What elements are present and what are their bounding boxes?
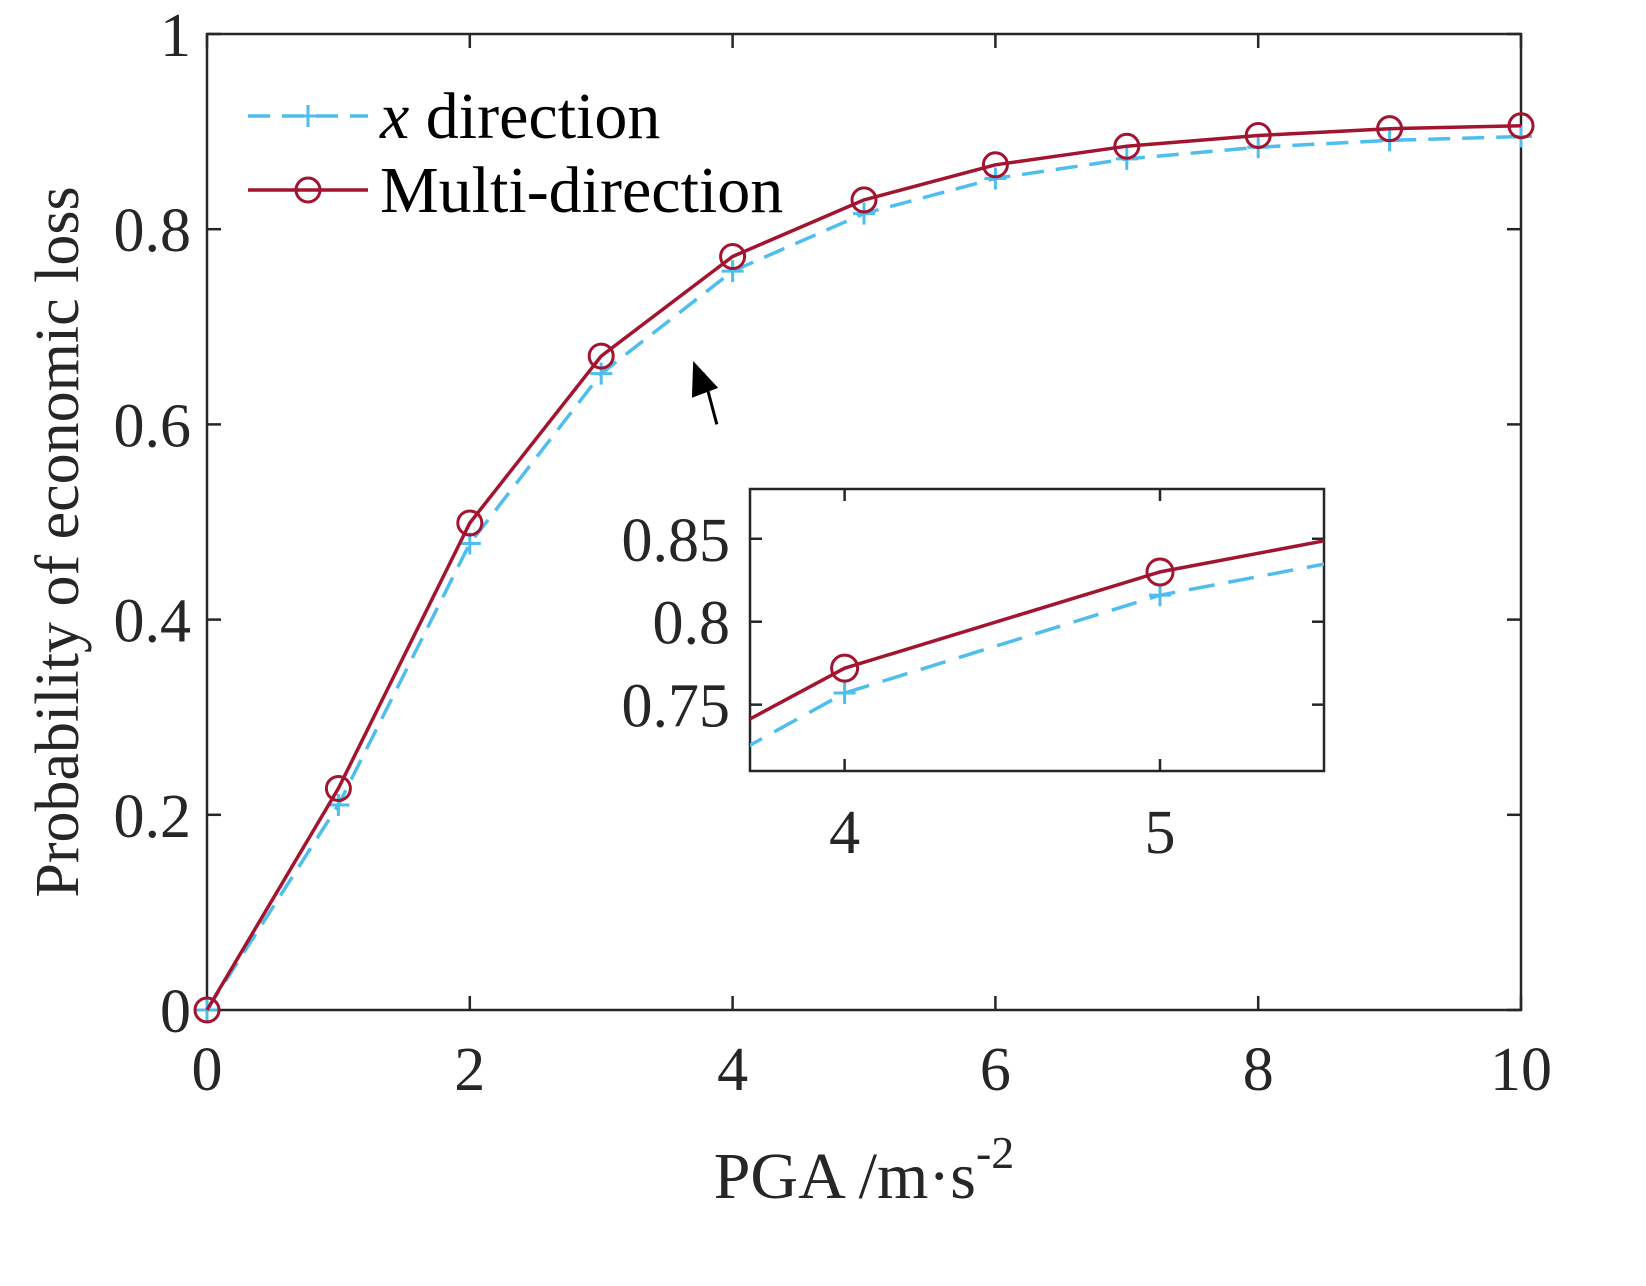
circle-marker-0 [193, 996, 221, 1024]
legend-marker-multi-direction [294, 176, 322, 204]
circle-marker-2 [456, 509, 484, 537]
series-multi-direction [750, 539, 1324, 721]
circle-marker-8 [1244, 122, 1272, 150]
plus-marker-4 [833, 682, 856, 705]
inset-frame [748, 487, 1326, 773]
plus-marker-5 [853, 202, 875, 225]
x-tick-label: 10 [1490, 1036, 1552, 1104]
y-tick-label: 0.8 [114, 197, 192, 265]
circle-marker-4 [830, 653, 860, 683]
plus-marker-5 [1149, 584, 1171, 607]
series-multi-direction [193, 112, 1535, 1024]
y-axis-title: Probability of economic loss [24, 186, 92, 897]
arrow-head [691, 360, 719, 398]
x-tick-label: 4 [717, 1036, 748, 1104]
plus-marker-4 [721, 260, 744, 283]
x-tick-label: 8 [1243, 1036, 1274, 1104]
legend-label-italic-x: x [379, 80, 409, 153]
plus-marker-1 [327, 794, 350, 817]
circle-marker-4 [719, 243, 747, 271]
inset-y-tick-label: 0.8 [653, 590, 731, 658]
circle-marker-10 [1507, 112, 1535, 140]
series-line [205, 123, 1522, 1011]
circle-marker-7 [1113, 132, 1141, 160]
y-tick-label: 0.4 [114, 588, 192, 656]
legend-label-multi-direction: Multi-direction [380, 154, 783, 227]
circle-marker-1 [324, 774, 352, 802]
inset-x-tick-label: 4 [829, 799, 860, 867]
inset-x-tick-label: 5 [1145, 799, 1176, 867]
x-axis-title: PGA /m·s-2 [714, 1127, 1015, 1213]
plus-marker-6 [984, 167, 1007, 190]
circle-marker-6 [981, 151, 1009, 179]
x-axis-title-superscript: -2 [976, 1127, 1014, 1178]
x-tick-label: 0 [192, 1036, 223, 1104]
series-x-direction [750, 562, 1324, 748]
y-tick-label: 0 [160, 978, 191, 1046]
x-tick-label: 2 [454, 1036, 485, 1104]
y-tick-label: 0.2 [114, 783, 192, 851]
y-tick-label: 1 [160, 2, 191, 70]
circle-marker-5 [850, 186, 878, 214]
y-tick-label: 0.6 [114, 392, 192, 460]
circle-marker-5 [1145, 557, 1175, 587]
x-tick-label: 6 [980, 1036, 1011, 1104]
legend-label-direction: direction [409, 80, 660, 153]
circle-marker-3 [587, 342, 615, 370]
legend-label-x-direction: x direction [379, 80, 660, 153]
series-line [750, 562, 1324, 748]
legend-marker-x-direction [297, 105, 319, 127]
circle-marker-9 [1376, 115, 1404, 143]
inset-y-tick-label: 0.75 [622, 673, 731, 741]
x-axis-title-text: PGA /m·s [714, 1140, 976, 1213]
inset-plot: 4 5 0.75 0.8 0.85 [622, 487, 1326, 867]
plus-marker-3 [590, 362, 613, 385]
series-line [750, 539, 1324, 721]
inset-y-tick-label: 0.85 [622, 507, 731, 575]
